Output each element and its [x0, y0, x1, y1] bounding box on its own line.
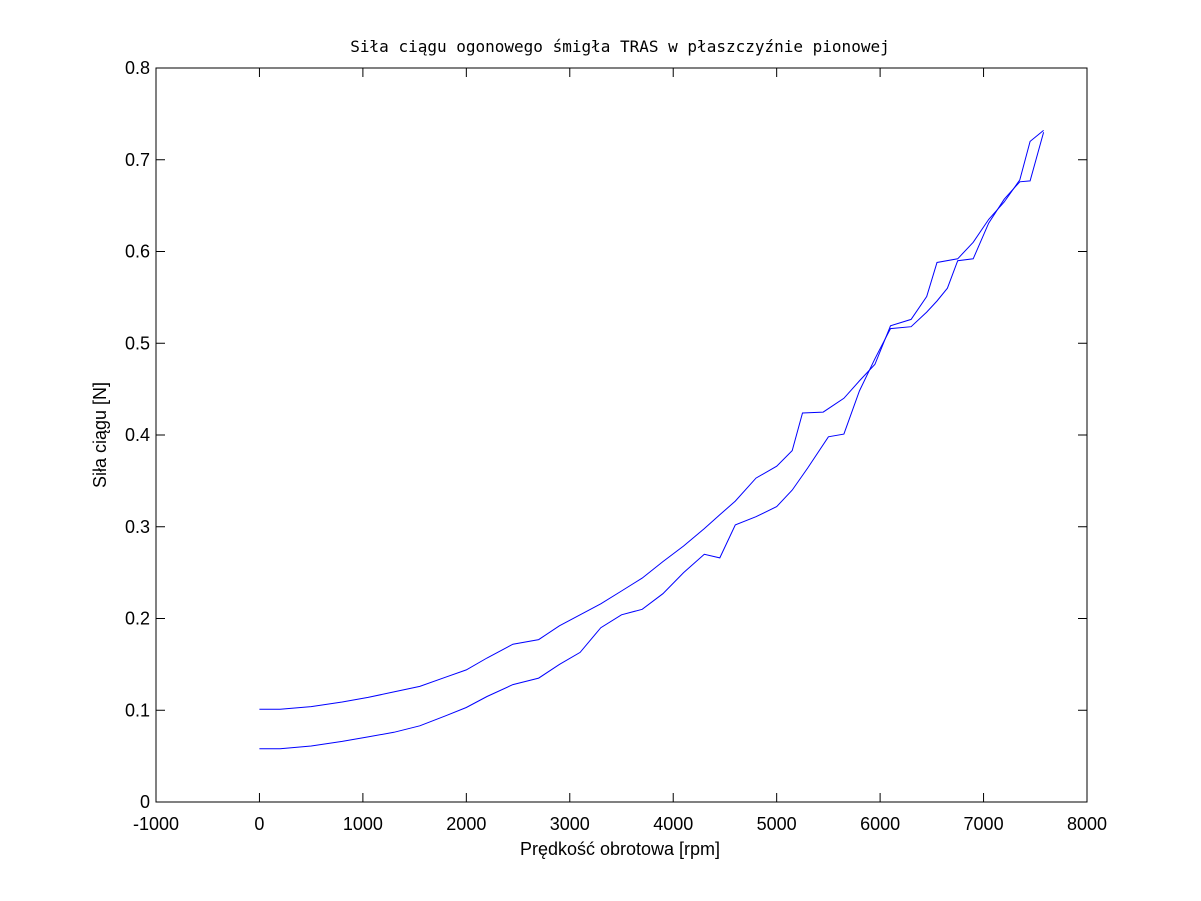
x-tick-label: 5000	[757, 814, 797, 834]
y-tick-label: 0.2	[125, 609, 150, 629]
x-tick-label: -1000	[133, 814, 179, 834]
y-tick-label: 0.1	[125, 700, 150, 720]
y-tick-label: 0.4	[125, 425, 150, 445]
y-axis-tick-labels: 0 0.1 0.2 0.3 0.4 0.5 0.6 0.7 0.8	[125, 58, 150, 812]
series-line-2	[259, 130, 1044, 710]
x-tick-label: 4000	[653, 814, 693, 834]
y-tick-label: 0.5	[125, 333, 150, 353]
y-tick-label: 0.6	[125, 242, 150, 262]
y-tick-label: 0	[140, 792, 150, 812]
plot-area	[155, 67, 1088, 803]
y-axis-label: Siła ciągu [N]	[90, 382, 110, 488]
x-tick-label: 0	[254, 814, 264, 834]
chart-title: Siła ciągu ogonowego śmigła TRAS w płasz…	[350, 37, 889, 56]
y-tick-label: 0.3	[125, 517, 150, 537]
x-axis-tick-labels: -1000 0 1000 2000 3000 4000 5000 6000 7000 8000	[133, 814, 1107, 834]
x-tick-label: 6000	[860, 814, 900, 834]
y-tick-label: 0.8	[125, 58, 150, 78]
y-tick-label: 0.7	[125, 150, 150, 170]
axis-ticks	[155, 67, 1088, 803]
x-tick-label: 3000	[550, 814, 590, 834]
x-tick-label: 7000	[964, 814, 1004, 834]
series-lines	[259, 130, 1045, 750]
x-tick-label: 8000	[1067, 814, 1107, 834]
x-tick-label: 2000	[446, 814, 486, 834]
x-axis-label: Prędkość obrotowa [rpm]	[520, 839, 720, 859]
x-tick-label: 1000	[343, 814, 383, 834]
series-line-1	[259, 132, 1045, 750]
